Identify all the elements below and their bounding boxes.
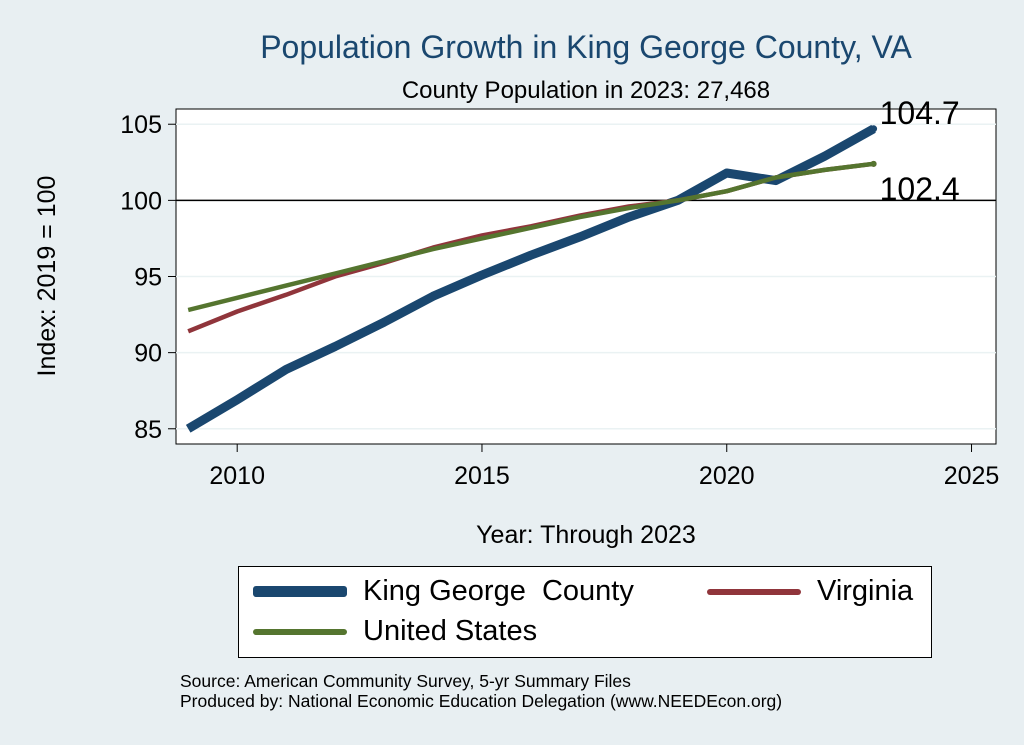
source-line: Source: American Community Survey, 5-yr … (180, 671, 631, 691)
legend-swatch-united-states (253, 628, 347, 635)
legend-label-virginia: Virginia (817, 575, 914, 607)
series-line (185, 124, 876, 433)
series-end-point (870, 125, 878, 133)
legend-item-united-states: United States (253, 615, 537, 648)
x-tick-label: 2015 (454, 462, 510, 490)
legend-swatch-king-george (253, 586, 347, 597)
end-value-labels: 104.7 102.4 (880, 95, 960, 207)
series-end-point (870, 160, 877, 167)
legend-label-united-states: United States (363, 615, 538, 647)
y-tick-label: 100 (120, 187, 162, 215)
end-label-virginia: 102.4 (880, 171, 960, 207)
legend: King George County Virginia United State… (238, 566, 932, 658)
axes: 85 90 95 100 105 2010 2015 2020 2025 (120, 111, 999, 490)
y-tick-label: 90 (134, 340, 162, 368)
legend-item-king-george: King George County (253, 575, 634, 608)
end-label-king-george: 104.7 (880, 95, 960, 131)
legend-swatch-virginia (707, 588, 801, 595)
chart-subtitle: County Population in 2023: 27,468 (402, 77, 770, 104)
y-tick-label: 95 (134, 264, 162, 292)
x-tick-label: 2020 (699, 462, 755, 490)
source-note: Source: American Community Survey, 5-yr … (180, 671, 782, 711)
x-axis-label: Year: Through 2023 (476, 521, 696, 549)
series-line (187, 161, 874, 313)
y-tick-label: 85 (134, 416, 162, 444)
legend-label-king-george: King George County (363, 575, 634, 607)
y-tick-label: 105 (120, 111, 162, 139)
series-lines (185, 124, 878, 433)
legend-item-virginia: Virginia (707, 575, 913, 608)
chart-title: Population Growth in King George County,… (260, 29, 912, 65)
x-tick-label: 2025 (944, 462, 1000, 490)
producer-line: Produced by: National Economic Education… (180, 691, 783, 711)
x-tick-label: 2010 (209, 462, 265, 490)
y-axis-label: Index: 2019 = 100 (33, 176, 61, 377)
